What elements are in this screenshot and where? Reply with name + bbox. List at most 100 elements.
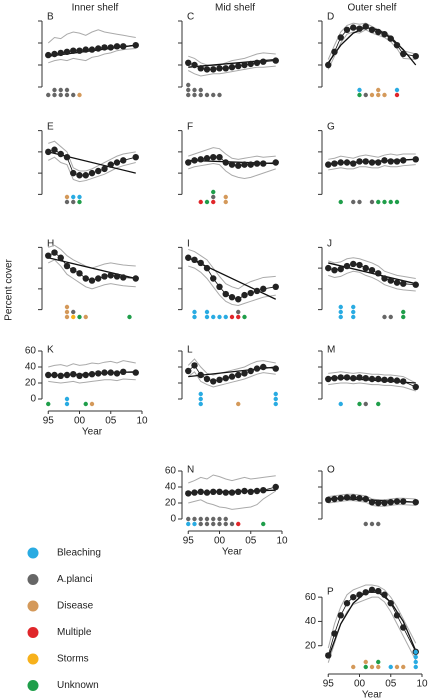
panel-label: D [327, 12, 334, 23]
event-dot [242, 314, 247, 320]
legend-label: Storms [57, 654, 89, 665]
mean-point [185, 59, 192, 66]
mean-point [260, 363, 267, 371]
event-dot [401, 664, 406, 670]
event-dot [351, 314, 356, 320]
event-dot [46, 401, 51, 407]
x-tick-label: 95 [323, 679, 335, 690]
mean-point [362, 23, 369, 30]
mean-point [45, 148, 52, 156]
mean-point [331, 630, 338, 637]
event-dot [211, 194, 216, 200]
mean-point [356, 495, 363, 502]
mean-point [331, 267, 338, 274]
event-dot [58, 92, 63, 98]
mean-point [132, 153, 139, 161]
panel-label: M [327, 345, 335, 356]
event-dot [338, 309, 343, 315]
event-dot [217, 92, 222, 98]
event-dot [229, 521, 235, 527]
event-dot [273, 401, 278, 407]
event-dot [58, 87, 63, 93]
mean-point [235, 488, 242, 495]
event-dot [223, 194, 228, 200]
mean-point [222, 375, 229, 382]
panel-label: G [327, 122, 335, 133]
mean-point [235, 162, 242, 169]
mean-point [113, 370, 121, 377]
event-dot [401, 309, 406, 315]
event-dot [198, 516, 203, 522]
event-dot [192, 92, 197, 98]
mean-point [197, 65, 204, 72]
mean-point [216, 376, 223, 383]
panel-label: B [47, 12, 54, 23]
mean-point [88, 169, 96, 177]
event-dot [363, 659, 368, 665]
event-dot [351, 309, 356, 315]
event-dot [338, 401, 343, 407]
event-dot [211, 314, 216, 320]
panel-label: P [327, 587, 334, 598]
reef-line [48, 360, 136, 368]
event-dot [192, 516, 197, 522]
mean-point [337, 265, 344, 273]
event-dot [204, 199, 210, 205]
y-tick-label: 40 [165, 482, 177, 493]
reef-line [187, 358, 276, 376]
mean-point [400, 498, 407, 505]
event-dot [64, 199, 70, 205]
mean-point [82, 172, 89, 179]
event-dot [413, 649, 418, 655]
event-dot [71, 92, 76, 98]
event-dot [192, 521, 197, 527]
mean-point [350, 494, 357, 501]
mean-point [260, 160, 267, 167]
mean-point [113, 159, 121, 166]
event-dot [273, 391, 278, 397]
event-dot [211, 521, 216, 527]
reef-line [328, 493, 416, 501]
mean-point [362, 158, 369, 165]
mean-point [241, 487, 248, 495]
mean-point [82, 371, 89, 379]
event-dot [376, 401, 381, 407]
mean-point [210, 275, 217, 282]
mean-point [393, 377, 401, 384]
event-dot [401, 314, 406, 320]
event-dot [223, 199, 228, 205]
event-dot [223, 516, 228, 522]
x-axis-label: Year [362, 690, 383, 699]
legend-label: Disease [57, 601, 94, 612]
mean-point [272, 365, 279, 372]
y-tick-label: 60 [165, 466, 177, 477]
mean-point [331, 48, 338, 55]
mean-point [375, 375, 382, 383]
x-axis-label: Year [82, 427, 103, 438]
reef-line [328, 270, 416, 292]
mean-point [185, 254, 192, 261]
panel-label: K [47, 345, 54, 356]
mean-point [228, 293, 236, 301]
event-dot [394, 87, 400, 93]
event-dot [261, 521, 266, 527]
panel-label: C [187, 12, 194, 23]
event-dot [186, 516, 191, 522]
mean-point [57, 49, 64, 57]
event-dot [186, 82, 191, 88]
event-dot [64, 304, 70, 310]
event-dot [192, 87, 197, 93]
mean-point [120, 43, 127, 50]
event-dot [64, 401, 70, 407]
mean-point [247, 289, 254, 297]
event-dot [376, 659, 381, 665]
event-dot [71, 199, 76, 205]
reef-line [328, 153, 416, 160]
mean-point [222, 65, 229, 72]
x-tick-label: 10 [136, 416, 148, 427]
event-dot [89, 401, 95, 407]
mean-point [51, 50, 58, 58]
mean-point [412, 383, 419, 391]
event-dot [413, 654, 418, 660]
